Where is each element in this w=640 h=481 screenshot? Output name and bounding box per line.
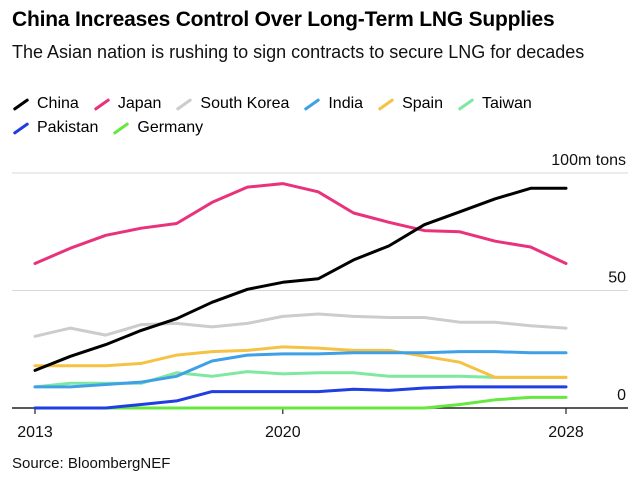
series-line-spain	[33, 345, 568, 379]
legend-swatch-south-korea	[176, 97, 193, 111]
legend-item-taiwan: Taiwan	[457, 92, 532, 116]
chart-subtitle: The Asian nation is rushing to sign cont…	[12, 42, 585, 62]
legend-label-germany: Germany	[137, 119, 204, 136]
legend-swatch-china	[12, 97, 30, 111]
x-tick-label-2020: 2020	[265, 424, 301, 441]
legend-swatch-japan	[93, 97, 111, 111]
legend-label-spain: Spain	[402, 95, 443, 112]
legend-item-south-korea: South Korea	[175, 92, 289, 116]
legend-swatch-germany	[113, 121, 130, 135]
legend-item-india: India	[303, 92, 363, 116]
legend-label-south-korea: South Korea	[200, 95, 290, 112]
legend-swatch-india	[304, 97, 321, 111]
axis-layer: 0 50 100m tons 2013 2020 2028	[17, 152, 626, 441]
series-line-germany	[33, 395, 568, 410]
series-line-india	[33, 350, 568, 389]
legend-item-spain: Spain	[377, 92, 443, 116]
legend-label-china: China	[37, 95, 79, 112]
legend-item-japan: Japan	[93, 92, 162, 116]
series-layer	[33, 182, 568, 410]
series-line-china	[33, 186, 568, 372]
source-note: Source: BloombergNEF	[12, 455, 171, 472]
series-line-japan	[33, 182, 568, 265]
legend-label-japan: Japan	[117, 95, 162, 112]
x-tick-label-2028: 2028	[548, 424, 584, 441]
legend-label-taiwan: Taiwan	[481, 95, 532, 112]
legend-label-india: India	[328, 95, 364, 112]
legend-item-china: China	[12, 92, 79, 116]
legend-item-germany: Germany	[112, 116, 203, 140]
x-tick-label-2013: 2013	[17, 424, 53, 441]
legend-row-2: Pakistan Germany	[12, 116, 612, 140]
series-line-south-korea	[33, 312, 568, 338]
y-tick-label-100: 100m tons	[551, 152, 626, 169]
legend-item-pakistan: Pakistan	[12, 116, 98, 140]
series-line-pakistan	[33, 385, 568, 410]
legend-swatch-pakistan	[12, 121, 30, 135]
y-tick-label-0: 0	[617, 387, 626, 404]
legend-label-pakistan: Pakistan	[37, 119, 99, 136]
legend-row-1: China Japan South Korea India Spain Taiw…	[12, 92, 612, 116]
y-tick-label-50: 50	[608, 270, 626, 287]
legend-swatch-spain	[377, 97, 395, 111]
legend: China Japan South Korea India Spain Taiw…	[12, 92, 612, 140]
chart-title: China Increases Control Over Long-Term L…	[12, 8, 555, 31]
legend-swatch-taiwan	[457, 97, 475, 111]
